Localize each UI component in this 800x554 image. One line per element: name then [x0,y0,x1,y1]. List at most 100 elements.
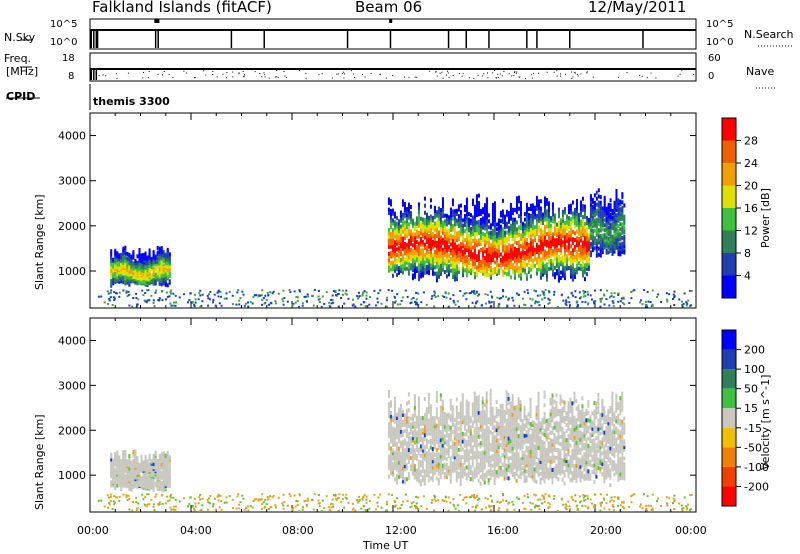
power-cell [457,253,460,258]
power-cell [579,232,582,237]
nave-dot-40 [385,77,387,79]
power-cell [539,210,542,215]
power-cell [517,214,520,219]
power-cell [583,221,586,226]
velocity-cell [457,435,460,440]
velocity-cell [401,446,404,451]
power-cell [605,244,608,249]
power-cell [445,234,448,239]
power-cell [607,243,610,248]
power-cell [573,248,576,253]
velocity-cell [525,475,528,480]
power-cell [553,244,556,249]
velocity-cell [421,475,424,480]
power-cell [158,250,161,255]
power-cell [513,256,516,261]
power-cell [471,215,474,220]
nave-dot-74 [403,76,405,78]
velocity-cell [449,429,452,434]
power-cell [441,257,444,262]
power-cell [433,208,436,213]
power-cell [563,210,566,215]
velocity-cell [421,451,424,456]
velocity-cell [399,451,402,456]
velocity-cell [427,457,430,462]
velocity-cell [501,416,504,421]
velocity-cell [495,438,498,443]
velocity-cell [435,395,438,400]
power-cell [489,243,492,248]
velocity-cell [541,454,544,459]
power-cell [471,258,474,263]
power-cell [559,259,562,264]
power-cell [613,210,616,215]
power-cell [517,199,520,204]
velocity-cell [479,424,482,429]
power-cell [459,226,462,231]
power-cell [511,256,514,261]
velocity-cell [479,420,482,425]
power-cell [601,206,604,211]
velocity-cell [473,439,476,444]
velocity-cell [525,418,528,423]
velocity-cell [417,400,420,405]
velocity-cell [467,459,470,464]
power-cell [599,214,602,219]
power-cell [499,266,502,271]
velocity-cell [509,415,512,420]
power-cell [467,239,470,244]
power-cell [463,238,466,243]
power-cell [122,246,125,251]
power-cell [485,251,488,256]
velocity-cell [469,434,472,439]
velocity-cell [469,477,472,482]
velocity-cell [403,448,406,453]
power-cell [557,231,560,236]
velocity-cell [503,441,506,446]
power-cell [509,206,512,211]
velocity-cell [535,405,538,410]
velocity-cell [465,399,468,404]
power-cell [619,212,622,217]
power-cell [605,224,608,229]
power-cell [583,252,586,257]
power-cell [471,255,474,260]
velocity-cell [399,411,402,416]
velocity-cell [493,435,496,440]
power-cell [591,243,594,248]
velocity-cell [399,444,402,449]
power-cell [513,230,516,235]
velocity-cell [425,473,428,478]
velocity-cell [467,470,470,475]
power-cell [451,213,454,218]
velocity-cell [491,473,494,478]
power-cell [399,224,402,229]
nave-dot-120 [264,76,266,78]
power-cell [555,240,558,245]
nave-dot-112 [524,77,526,79]
power-cell [521,253,524,258]
velocity-cell [487,469,490,474]
velocity-cell [128,461,131,466]
velocity-cell [481,461,484,466]
power-cell [134,271,137,276]
velocity-cell [535,433,538,438]
velocity-cell [463,466,466,471]
velocity-cell [435,411,438,416]
power-cell [521,229,524,234]
power-cell [597,218,600,223]
power-cell [497,263,500,268]
power-cell [405,254,408,259]
power-cell [535,217,538,222]
velocity-cell [413,456,416,461]
velocity-cell [509,466,512,471]
power-cell [409,214,412,219]
power-cell [110,252,113,257]
velocity-cell [431,468,434,473]
power-cell [537,205,540,210]
power-cell [547,214,550,219]
nave-dot-69 [284,75,286,77]
velocity-cell [519,439,522,444]
velocity-cell [491,435,494,440]
power-cell [519,215,522,220]
